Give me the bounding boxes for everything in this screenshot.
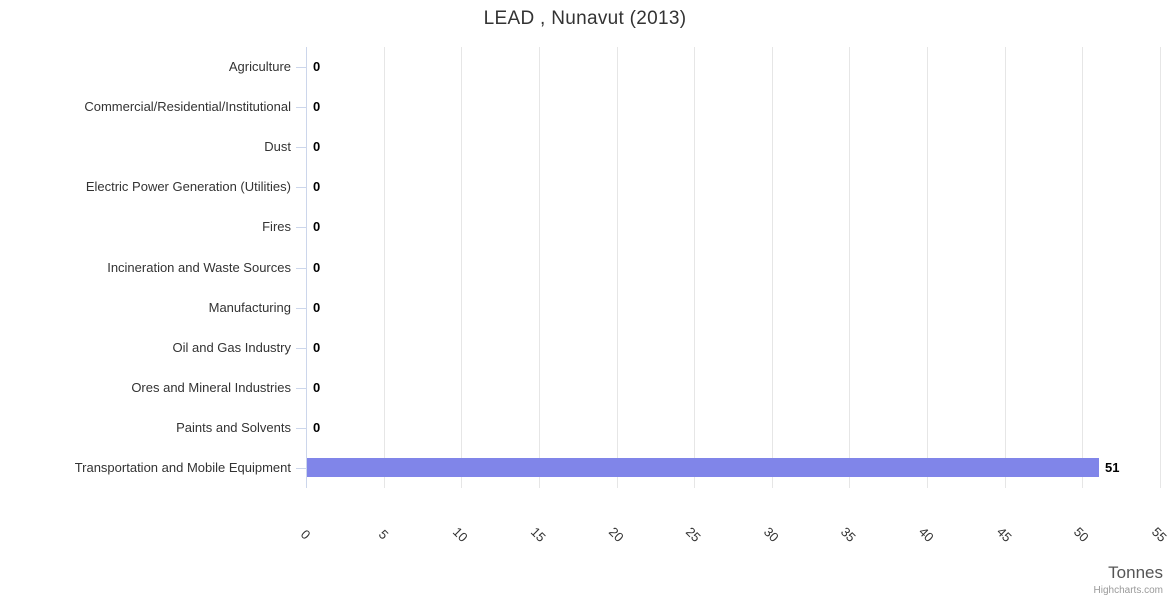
x-tick-label: 15 bbox=[527, 524, 549, 545]
gridline bbox=[1005, 47, 1006, 488]
highcharts-credit-link[interactable]: Highcharts.com bbox=[1093, 585, 1163, 596]
category-label: Incineration and Waste Sources bbox=[107, 260, 291, 275]
data-label: 51 bbox=[1105, 460, 1120, 475]
x-tick-label: 20 bbox=[605, 524, 627, 545]
category-tick bbox=[296, 107, 306, 108]
gridline bbox=[461, 47, 462, 488]
data-label: 0 bbox=[313, 139, 321, 154]
x-tick-label: 55 bbox=[1148, 524, 1170, 545]
category-tick bbox=[296, 268, 306, 269]
category-label: Fires bbox=[262, 219, 291, 234]
data-label: 0 bbox=[313, 420, 321, 435]
data-label: 0 bbox=[313, 99, 321, 114]
category-label: Commercial/Residential/Institutional bbox=[84, 99, 291, 114]
gridline bbox=[849, 47, 850, 488]
gridline bbox=[772, 47, 773, 488]
category-label: Agriculture bbox=[228, 59, 291, 74]
x-tick-label: 35 bbox=[837, 524, 859, 545]
gridline bbox=[617, 47, 618, 488]
category-axis-line bbox=[306, 47, 307, 488]
data-label: 0 bbox=[313, 179, 321, 194]
gridline bbox=[384, 47, 385, 488]
x-tick-label: 5 bbox=[375, 526, 392, 543]
category-label: Electric Power Generation (Utilities) bbox=[85, 179, 291, 194]
x-tick-label: 0 bbox=[297, 526, 314, 543]
category-tick bbox=[296, 428, 306, 429]
x-tick-label: 10 bbox=[449, 524, 471, 545]
gridline bbox=[1082, 47, 1083, 488]
data-label: 0 bbox=[313, 260, 321, 275]
category-tick bbox=[296, 67, 306, 68]
category-label: Manufacturing bbox=[208, 300, 291, 315]
category-tick bbox=[296, 388, 306, 389]
category-tick bbox=[296, 147, 306, 148]
category-tick bbox=[296, 308, 306, 309]
gridline bbox=[539, 47, 540, 488]
x-tick-label: 45 bbox=[993, 524, 1015, 545]
category-label: Oil and Gas Industry bbox=[172, 340, 292, 355]
x-tick-label: 50 bbox=[1070, 524, 1092, 545]
bar[interactable] bbox=[307, 458, 1099, 477]
category-tick bbox=[296, 348, 306, 349]
gridline bbox=[694, 47, 695, 488]
value-axis-title: Tonnes bbox=[1108, 563, 1163, 582]
gridline bbox=[927, 47, 928, 488]
category-tick bbox=[296, 187, 306, 188]
x-tick-label: 30 bbox=[760, 524, 782, 545]
category-label: Paints and Solvents bbox=[176, 420, 291, 435]
gridline bbox=[1160, 47, 1161, 488]
chart-title: LEAD , Nunavut (2013) bbox=[483, 8, 687, 29]
data-label: 0 bbox=[313, 380, 321, 395]
data-label: 0 bbox=[313, 59, 321, 74]
category-label: Transportation and Mobile Equipment bbox=[74, 460, 291, 475]
category-tick bbox=[296, 227, 306, 228]
x-tick-label: 40 bbox=[915, 524, 937, 545]
category-label: Dust bbox=[264, 139, 291, 154]
category-label: Ores and Mineral Industries bbox=[131, 380, 291, 395]
data-label: 0 bbox=[313, 340, 321, 355]
data-label: 0 bbox=[313, 300, 321, 315]
x-tick-label: 25 bbox=[682, 524, 704, 545]
data-label: 0 bbox=[313, 219, 321, 234]
category-tick bbox=[296, 468, 306, 469]
